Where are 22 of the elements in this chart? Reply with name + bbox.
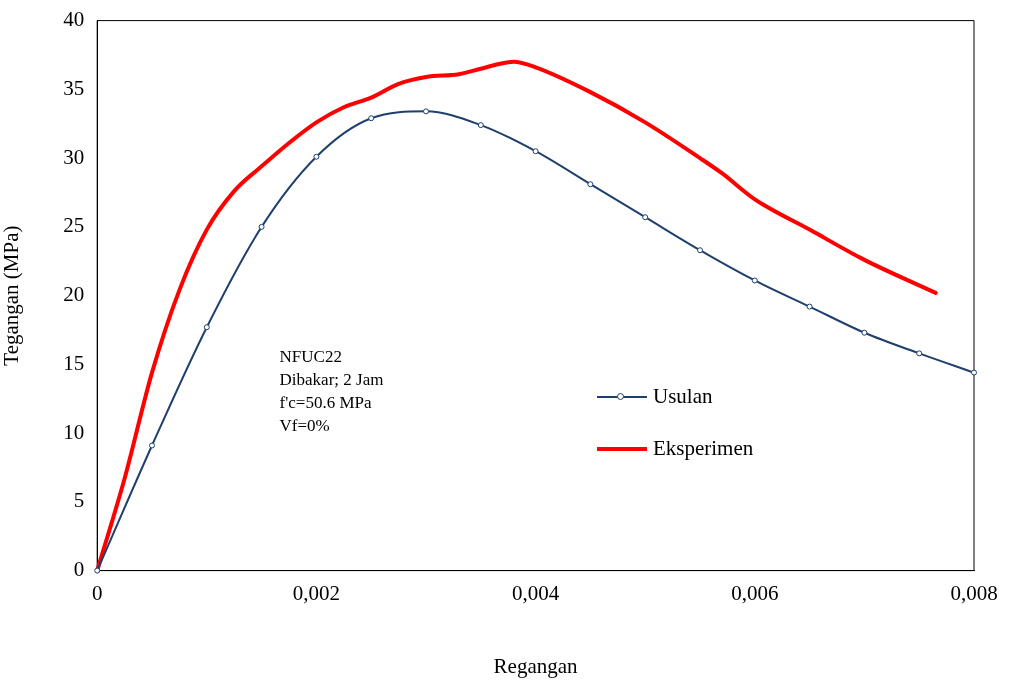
y-tick-label: 40 (63, 7, 85, 32)
annotation: NFUC22 (279, 346, 343, 369)
legend-label: Eksperimen (652, 436, 754, 462)
x-tick-label: 0,002 (292, 580, 341, 605)
y-tick-label: 35 (63, 75, 85, 100)
annotation: Dibakar; 2 Jam (279, 369, 384, 392)
y-tick-label: 5 (73, 488, 85, 513)
y-tick-label: 25 (63, 213, 85, 238)
x-tick-label: 0,006 (731, 580, 779, 605)
x-tick-label: 0,004 (511, 580, 560, 605)
legend-label: Usulan (652, 384, 713, 410)
x-tick-label: 0,008 (950, 580, 998, 605)
y-tick-label: 15 (63, 350, 85, 375)
y-tick-label: 10 (63, 419, 85, 444)
y-tick-label: 0 (73, 557, 85, 582)
x-tick-label: 0 (91, 580, 103, 605)
y-tick-label: 20 (63, 282, 85, 307)
y-axis-title: Tegangan (MPa) (0, 225, 24, 366)
x-axis-title: Regangan (493, 653, 579, 678)
annotation: f'c=50.6 MPa (279, 392, 373, 415)
y-tick-label: 30 (63, 144, 85, 169)
annotation: Vf=0% (279, 415, 331, 438)
